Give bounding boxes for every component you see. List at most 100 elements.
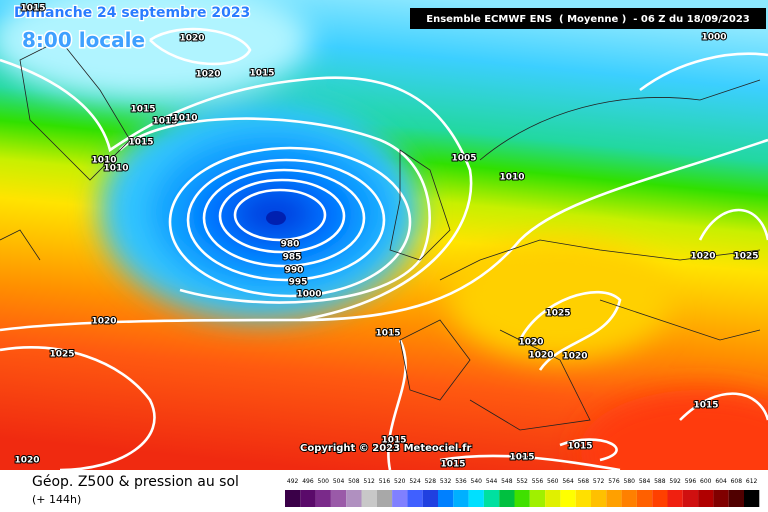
isobar-label: 1015 (567, 442, 592, 452)
scale-cell (315, 490, 331, 507)
isobar-label: 1000 (701, 33, 726, 43)
scale-label: 524 (409, 478, 421, 485)
footer-title: Géop. Z500 & pression au sol (32, 474, 239, 490)
scale-cell (591, 490, 607, 507)
scale-cell (300, 490, 316, 507)
copyright: Copyright © 2023 Meteociel.fr (300, 443, 471, 454)
scale-cell (529, 490, 546, 507)
model-box (410, 8, 766, 29)
scale-label: 508 (348, 478, 360, 485)
scale-cell (407, 490, 423, 507)
scale-label: 584 (639, 478, 651, 485)
scale-cell (499, 490, 515, 507)
isobar-label: 1020 (14, 456, 39, 466)
isobar-label: 1010 (499, 173, 524, 183)
isobar-label: 1025 (545, 309, 570, 319)
scale-cell (682, 490, 699, 507)
scale-cell (376, 490, 393, 507)
scale-cell (438, 490, 454, 507)
scale-label: 568 (578, 478, 590, 485)
scale-label: 572 (593, 478, 605, 485)
scale-cell (346, 490, 362, 507)
scale-cell (728, 490, 744, 507)
scale-cell (361, 490, 377, 507)
isobar-label: 1025 (733, 252, 758, 262)
scale-cell (652, 490, 668, 507)
scale-cell (468, 490, 484, 507)
color-scale: 492 496 500 504 508 512 516 520 524 528 532 536 540 5… (285, 478, 760, 507)
isobar-label: 1025 (49, 350, 74, 360)
scale-cell (621, 490, 637, 507)
footer-lead: (+ 144h) (32, 493, 81, 506)
scale-label: 512 (363, 478, 375, 485)
isobar-label: 1000 (296, 290, 321, 300)
model: Ensemble ECMWF ENS ( Moyenne ) - 06 Z du… (426, 14, 750, 25)
scale-cell (392, 490, 408, 507)
date: Dimanche 24 septembre 2023 (14, 5, 250, 21)
scale-label: 504 (333, 478, 345, 485)
scale-cell (514, 490, 530, 507)
scale-label: 604 (715, 478, 727, 485)
isobar-label: 1020 (562, 352, 587, 362)
scale-cell (545, 490, 561, 507)
isobar-label: 1015 (693, 401, 718, 411)
scale-label: 500 (318, 478, 330, 485)
isobar-label: 1020 (195, 70, 220, 80)
scale-label: 496 (302, 478, 314, 485)
isobar-label: 1010 (91, 156, 116, 166)
scale-cell (453, 490, 469, 507)
isobar-label: 980 (281, 240, 300, 250)
isobar-label: 985 (283, 253, 302, 263)
isobar-label: 1020 (690, 252, 715, 262)
scale-label: 492 (287, 478, 299, 485)
scale-cell (285, 490, 301, 507)
isobar-label: 1015 (152, 117, 177, 127)
scale-cell (744, 490, 760, 507)
isobar-label: 1015 (375, 329, 400, 339)
isobar-label: 1015 (381, 436, 406, 446)
isobar-label: 1020 (518, 338, 543, 348)
scale-cell (575, 490, 591, 507)
scale-label: 580 (624, 478, 636, 485)
isobar-label: 1015 (130, 105, 155, 115)
isobar-label: 1015 (128, 138, 153, 148)
scale-label: 608 (731, 478, 743, 485)
isobar-label: 990 (285, 266, 304, 276)
scale-label: 560 (547, 478, 559, 485)
scale-label: 596 (685, 478, 697, 485)
isobar-label: 1015 (440, 460, 465, 470)
scale-label: 544 (486, 478, 498, 485)
scale-label: 588 (654, 478, 666, 485)
isobar-label: 1005 (451, 154, 476, 164)
isobar-label: 1020 (179, 34, 204, 44)
scale-cell (330, 490, 347, 507)
scale-label: 516 (379, 478, 391, 485)
scale-label: 548 (501, 478, 513, 485)
isobar-label: 1015 (20, 4, 45, 14)
scale-cell (422, 490, 438, 507)
scale-cell (636, 490, 653, 507)
scale-cell (483, 490, 500, 507)
isobar-label: 1020 (91, 317, 116, 327)
coastlines (0, 39, 761, 431)
scale-label: 552 (516, 478, 528, 485)
scale-label: 556 (532, 478, 544, 485)
scale-label: 532 (440, 478, 452, 485)
isobars (0, 27, 768, 470)
scale-label: 576 (608, 478, 620, 485)
scale-label: 564 (562, 478, 574, 485)
scale-label: 600 (700, 478, 712, 485)
isobar-label: 1010 (103, 164, 128, 174)
isobar-label: 1010 (172, 114, 197, 124)
scale-label: 540 (471, 478, 483, 485)
scale-label: 612 (746, 478, 758, 485)
scale-cell (698, 490, 714, 507)
isobar-label: 1015 (249, 69, 274, 79)
scale-cell (560, 490, 576, 507)
scale-cell (713, 490, 729, 507)
scale-cell (606, 490, 622, 507)
scale-label: 592 (669, 478, 681, 485)
